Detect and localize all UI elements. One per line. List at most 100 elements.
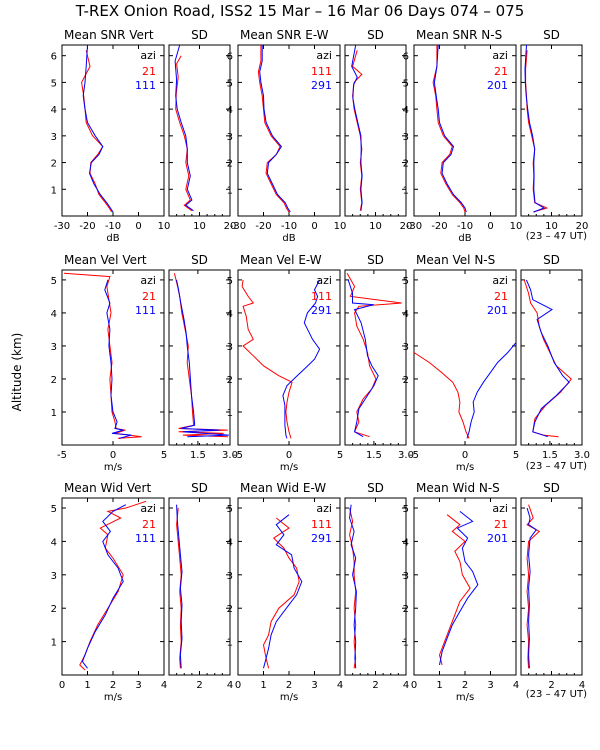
time-note-row-1: (23 – 47 UT) (526, 231, 587, 242)
y-axis-label: Altitude (km) (10, 333, 24, 412)
x-axis-label-r0c2: dB (282, 233, 295, 244)
legend-entry-r0c0-0: 21 (142, 65, 156, 78)
x-tick-label-r0c4-0: -30 (406, 221, 422, 232)
panel-frame-r0c1 (168, 44, 231, 217)
series-line-red-r0c1 (175, 55, 193, 212)
x-tick-label-r2c2-2: 2 (286, 680, 292, 691)
x-tick-label-r1c3-0: 1.5 (366, 450, 382, 461)
x-tick-label-r2c0-4: 4 (161, 680, 167, 691)
panel-frame-r1c1 (168, 269, 231, 446)
x-tick-label-r2c2-0: 0 (235, 680, 241, 691)
legend-entry-r1c0-0: 21 (142, 290, 156, 303)
x-tick-label-r0c0-1: -20 (79, 221, 95, 232)
legend-heading-r2c2: azi (316, 502, 332, 515)
series-line-blue-r1c5 (525, 279, 570, 438)
y-tick-label-r2c4-3: 4 (403, 537, 409, 548)
y-tick-label-r2c2-2: 3 (227, 571, 233, 582)
x-axis-label-r1c0: m/s (104, 462, 122, 473)
legend-entry-r0c4-1: 201 (487, 79, 508, 92)
panel-title-r0c3: SD (367, 28, 384, 42)
panel-title-r1c3: SD (367, 253, 384, 267)
series-line-blue-r2c0 (81, 504, 127, 669)
y-tick-label-r1c0-3: 4 (51, 309, 57, 320)
legend-heading-r0c0: azi (140, 49, 156, 62)
y-tick-label-r0c4-0: 1 (403, 185, 409, 196)
y-tick-label-r1c4-1: 2 (403, 375, 409, 386)
y-tick-label-r0c2-3: 4 (227, 105, 233, 116)
x-tick-label-r2c3-0: 2 (372, 680, 378, 691)
series-line-red-r0c3 (352, 50, 363, 211)
x-tick-label-r2c5-1: 4 (579, 680, 585, 691)
series-line-blue-r0c1 (174, 44, 194, 212)
y-tick-label-r2c0-3: 4 (51, 537, 57, 548)
legend-heading-r0c2: azi (316, 49, 332, 62)
panel-title-r1c5: SD (543, 253, 560, 267)
x-tick-label-r0c2-1: -20 (255, 221, 271, 232)
series-line-red-r1c1 (173, 273, 228, 438)
x-tick-label-r2c4-1: 1 (436, 680, 442, 691)
x-tick-label-r1c3-1: 3.0 (398, 450, 414, 461)
panel-title-r0c4: Mean SNR N-S (416, 28, 502, 42)
x-axis-label-r2c2: m/s (280, 692, 298, 703)
y-tick-label-r1c0-1: 2 (51, 375, 57, 386)
x-tick-label-r0c5-0: 10 (545, 221, 558, 232)
legend-heading-r1c2: azi (316, 274, 332, 287)
x-tick-label-r2c4-2: 2 (462, 680, 468, 691)
y-tick-label-r2c2-4: 5 (227, 504, 233, 515)
x-tick-label-r1c0-1: 0 (110, 450, 116, 461)
x-tick-label-r1c5-1: 3.0 (574, 450, 590, 461)
series-line-red-r1c4 (413, 352, 470, 439)
y-tick-label-r0c2-2: 3 (227, 132, 233, 143)
y-tick-label-r0c4-4: 5 (403, 78, 409, 89)
series-line-blue-r0c3 (351, 44, 363, 211)
y-tick-label-r2c2-1: 2 (227, 604, 233, 615)
legend-entry-r2c4-0: 21 (494, 518, 508, 531)
x-tick-label-r0c4-3: 0 (487, 221, 493, 232)
series-line-blue-r1c3 (347, 279, 379, 438)
series-line-blue-r1c2 (282, 279, 321, 439)
x-tick-label-r1c1-0: 1.5 (190, 450, 206, 461)
legend-entry-r2c0-0: 21 (142, 518, 156, 531)
x-tick-label-r0c3-0: 10 (369, 221, 382, 232)
y-tick-label-r1c2-3: 4 (227, 309, 233, 320)
y-tick-label-r0c4-5: 6 (403, 52, 409, 63)
series-line-blue-r2c2 (263, 514, 303, 669)
panel-title-r1c2: Mean Vel E-W (240, 253, 322, 267)
x-tick-label-r2c3-1: 4 (403, 680, 409, 691)
y-tick-label-r0c0-4: 5 (51, 78, 57, 89)
series-line-red-r0c5 (525, 50, 549, 213)
series-line-blue-r0c2 (259, 45, 291, 213)
series-line-blue-r0c0 (82, 44, 114, 213)
legend-entry-r0c2-0: 111 (311, 65, 332, 78)
series-line-red-r0c4 (432, 45, 466, 213)
y-tick-label-r0c2-5: 6 (227, 52, 233, 63)
x-tick-label-r2c2-1: 1 (260, 680, 266, 691)
legend-heading-r1c0: azi (140, 274, 156, 287)
y-tick-label-r0c0-5: 6 (51, 52, 57, 63)
y-tick-label-r1c4-4: 5 (403, 276, 409, 287)
panel-title-r0c0: Mean SNR Vert (64, 28, 154, 42)
panel-title-r0c1: SD (191, 28, 208, 42)
series-line-blue-r0c4 (433, 44, 467, 213)
legend-heading-r0c4: azi (492, 49, 508, 62)
series-line-blue-r2c3 (349, 504, 357, 669)
legend-entry-r2c0-1: 111 (135, 532, 156, 545)
y-tick-label-r1c2-2: 3 (227, 342, 233, 353)
y-tick-label-r0c4-2: 3 (403, 132, 409, 143)
legend-entry-r1c2-0: 111 (311, 290, 332, 303)
x-axis-label-r2c4: m/s (456, 692, 474, 703)
y-tick-label-r0c4-1: 2 (403, 159, 409, 170)
figure-title: T-REX Onion Road, ISS2 15 Mar – 16 Mar 0… (75, 2, 525, 20)
series-line-blue-r1c4 (466, 342, 517, 439)
x-tick-label-r0c2-3: 0 (311, 221, 317, 232)
series-line-red-r1c3 (346, 273, 402, 438)
y-tick-label-r1c4-2: 3 (403, 342, 409, 353)
panel-frame-r2c5 (520, 497, 583, 676)
y-tick-label-r0c4-3: 4 (403, 105, 409, 116)
x-tick-label-r0c1-1: 20 (224, 221, 237, 232)
x-tick-label-r2c2-4: 4 (337, 680, 343, 691)
x-axis-label-r2c0: m/s (104, 692, 122, 703)
y-tick-label-r1c2-4: 5 (227, 276, 233, 287)
panel-title-r2c2: Mean Wid E-W (240, 481, 326, 495)
panel-title-r2c4: Mean Wid N-S (416, 481, 500, 495)
